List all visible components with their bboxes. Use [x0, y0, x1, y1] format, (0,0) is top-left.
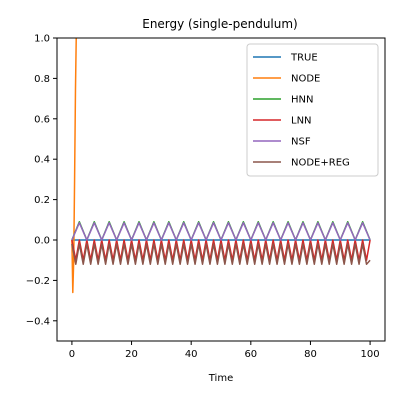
plot-frame: [56, 37, 386, 342]
y-tick-label: 0.6: [34, 114, 50, 125]
y-tick-label: 0.0: [34, 236, 50, 247]
series-layer: [71, 38, 371, 294]
legend-label-lnn: LNN: [291, 116, 312, 127]
x-tick-label: 80: [304, 349, 317, 360]
legend-label-node-reg: NODE+REG: [291, 158, 350, 169]
x-tick-label: 100: [361, 349, 380, 360]
y-tick-label: −0.2: [26, 276, 50, 287]
x-tick-label: 60: [244, 349, 257, 360]
legend: TRUE NODE HNN LNN NSF NODE+REG: [246, 43, 379, 177]
legend-label-nsf: NSF: [291, 137, 311, 148]
legend-label-node: NODE: [291, 74, 320, 85]
series-line-nsf: [71, 222, 371, 241]
x-tick-label: 20: [125, 349, 138, 360]
legend-box: [246, 43, 379, 177]
legend-label-hnn: HNN: [291, 95, 313, 106]
series-line-node: [71, 38, 77, 294]
y-tick-label: 0.8: [34, 74, 50, 85]
legend-label-true: TRUE: [290, 53, 318, 64]
y-tick-label: 0.2: [34, 195, 50, 206]
y-tick-label: −0.4: [26, 316, 50, 327]
y-axis: −0.4 −0.2 0.0 0.2 0.4 0.6 0.8 1.0: [26, 34, 57, 327]
x-tick-label: 0: [69, 349, 75, 360]
y-tick-label: 1.0: [34, 34, 50, 45]
x-tick-label: 40: [185, 349, 198, 360]
y-tick-label: 0.4: [34, 155, 50, 166]
series-line-node-reg: [71, 243, 371, 265]
x-axis-label: Time: [208, 373, 233, 384]
chart-title: Energy (single-pendulum): [142, 17, 298, 31]
x-axis: 0 20 40 60 80 100: [69, 341, 380, 360]
